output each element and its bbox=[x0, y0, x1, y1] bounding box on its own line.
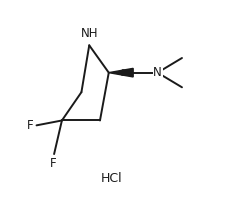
Text: F: F bbox=[50, 157, 56, 170]
Text: N: N bbox=[153, 66, 162, 79]
Text: &1: &1 bbox=[120, 69, 132, 78]
Polygon shape bbox=[109, 68, 133, 77]
Text: F: F bbox=[27, 119, 34, 132]
Text: NH: NH bbox=[81, 28, 98, 40]
Text: HCl: HCl bbox=[101, 171, 123, 185]
